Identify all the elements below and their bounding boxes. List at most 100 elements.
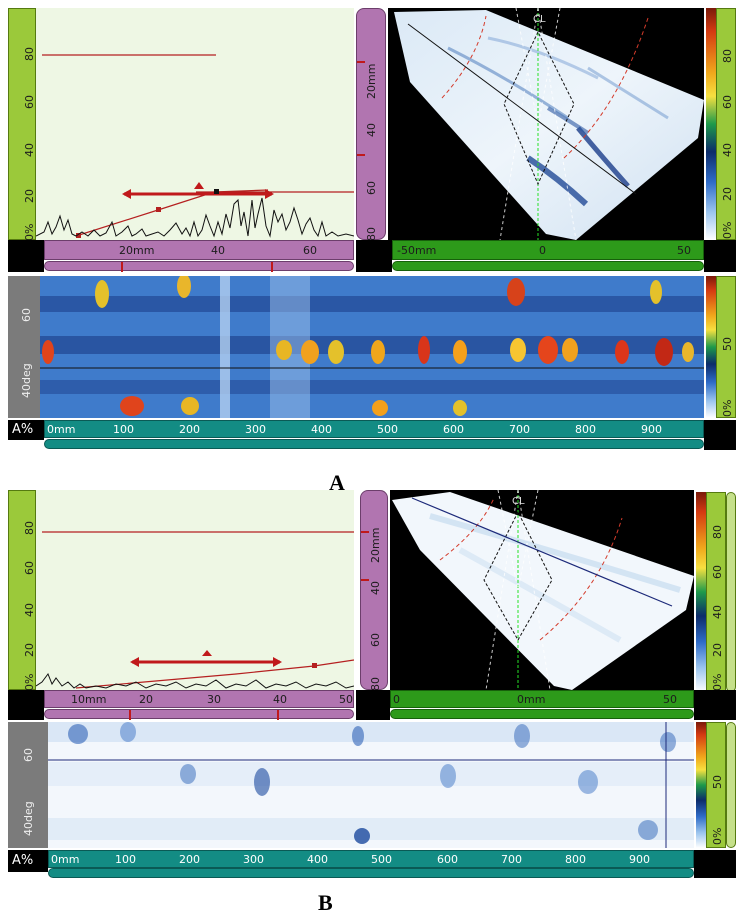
cscan-x-tick-500: 500 [377,423,398,436]
amplitude-mode-label: A% [8,420,44,440]
cscan-x-ruler[interactable]: 0mm 100 200 300 400 500 600 700 800 900 [48,850,694,868]
ascan-scrollbar[interactable] [44,261,354,272]
cscan-x-tick-0mm: 0mm [47,423,76,436]
sscan-x-ruler[interactable]: 0 0mm 50 [390,690,694,708]
corner-block-2 [356,240,392,272]
ascan-waveform [36,672,354,689]
ascan-x-tick-30: 30 [207,693,221,706]
sscan-cl-label: CL [533,14,546,25]
sscan-x-tick-0: 0 [539,244,546,257]
sscan-view[interactable]: CL [390,490,694,690]
cscan-cb-tick-50: 50 [711,775,724,789]
cscan-x-tick-600: 600 [437,853,458,866]
cscan-colorbar-ruler[interactable]: 50 0% [716,276,736,418]
ascan-x-ruler[interactable]: 20mm 40 60 [44,240,354,260]
cscan-colorbar-ruler[interactable]: 50 0% [706,722,726,848]
amp-tick-40: 40 [23,603,36,617]
ascan-amplitude-ruler[interactable]: 80 60 40 20 0% [8,8,36,241]
ascan-x-tick-40: 40 [211,244,225,257]
cscan-scrollbar[interactable] [44,439,704,449]
sscan-x-tick-50: 50 [663,693,677,706]
amp-tick-80: 80 [23,47,36,61]
cb-tick-0: 0% [711,673,724,691]
corner-block [8,240,44,272]
cb-tick-20: 20 [711,643,724,657]
cscan-left-ruler[interactable]: 60 40deg [8,276,40,418]
ascan-x-tick-40: 40 [273,693,287,706]
sscan-colorbar-ruler[interactable]: 80 60 40 20 0% [716,8,736,240]
sscan-cursor-line [411,497,673,607]
cscan-cb-tick-0: 0% [711,827,724,845]
depth-ruler[interactable]: 20mm 40 60 80 [360,490,388,691]
cscan-x-tick-700: 700 [501,853,522,866]
tcg-curve [75,189,269,237]
depth-tick-40: 40 [365,123,378,137]
amp-tick-0: 0% [23,223,36,241]
amp-tick-60: 60 [23,95,36,109]
amp-tick-20: 20 [23,643,36,657]
cscan-cb-tick-50: 50 [721,337,734,351]
cscan-colorbar [696,722,706,848]
sscan-view[interactable]: CL [388,8,704,240]
sscan-cursor-line [407,23,637,195]
cscan-x-tick-100: 100 [113,423,134,436]
amp-tick-0: 0% [23,673,36,691]
depth-tick-60: 60 [369,633,382,647]
sscan-x-tick-neg50: -50mm [397,244,437,257]
depth-tick-20mm: 20mm [365,63,378,99]
amplitude-mode-label: A% [8,850,48,872]
depth-tick-20mm: 20mm [369,527,382,563]
ascan-view[interactable] [36,8,354,240]
sscan-scrollbar[interactable] [390,709,694,719]
cscan-x-ruler[interactable]: 0mm 100 200 300 400 500 600 700 800 900 [44,420,704,438]
cscan-x-tick-900: 900 [629,853,650,866]
ascan-amplitude-ruler[interactable]: 80 60 40 20 0% [8,490,36,691]
corner-block-4 [694,850,736,878]
corner-block-3 [704,240,736,272]
cscan-left-tick-60: 60 [22,748,35,762]
sscan-colorbar-scroll[interactable] [726,492,736,692]
panel-a: 80 60 40 20 0% 20mm 40 60 80 [0,0,739,455]
cscan-x-tick-800: 800 [575,423,596,436]
tcg-curve [75,659,354,689]
sscan-colorbar-ruler[interactable]: 80 60 40 20 0% [706,492,726,692]
cscan-scrollbar[interactable] [48,868,694,878]
cscan-x-tick-300: 300 [243,853,264,866]
ascan-waveform [36,197,354,238]
depth-tick-60: 60 [365,181,378,195]
cscan-left-tick-40deg: 40deg [20,363,33,398]
depth-ruler[interactable]: 20mm 40 60 80 [356,8,386,241]
cscan-x-tick-0mm: 0mm [51,853,80,866]
sscan-x-ruler[interactable]: -50mm 0 50 [392,240,704,260]
cscan-view[interactable] [40,276,704,418]
amp-tick-20: 20 [23,189,36,203]
cb-tick-0: 0% [721,221,734,239]
cscan-colorbar-scroll[interactable] [726,722,736,848]
cb-tick-60: 60 [721,95,734,109]
cscan-left-tick-60: 60 [20,308,33,322]
cb-tick-40: 40 [711,605,724,619]
cb-tick-40: 40 [721,143,734,157]
depth-tick-40: 40 [369,581,382,595]
cscan-x-tick-600: 600 [443,423,464,436]
cscan-view[interactable] [48,722,694,848]
cscan-x-tick-800: 800 [565,853,586,866]
cscan-left-ruler[interactable]: 60 40deg [8,722,48,848]
ascan-view[interactable] [36,490,354,690]
cscan-left-tick-40deg: 40deg [22,801,35,836]
cscan-x-tick-300: 300 [245,423,266,436]
cscan-colorbar [706,276,716,418]
sscan-colorbar [706,8,716,240]
corner-block-2 [356,690,390,720]
cscan-x-tick-700: 700 [509,423,530,436]
caption-b: B [318,890,333,915]
cscan-x-tick-400: 400 [311,423,332,436]
sscan-cl-label: CL [512,496,525,507]
ascan-x-ruler[interactable]: 10mm 20 30 40 50 [44,690,354,708]
cscan-x-tick-200: 200 [179,853,200,866]
sscan-scrollbar[interactable] [392,261,704,271]
ascan-scrollbar[interactable] [44,709,354,720]
corner-block-4 [704,420,736,450]
cb-tick-80: 80 [721,49,734,63]
cb-tick-20: 20 [721,187,734,201]
